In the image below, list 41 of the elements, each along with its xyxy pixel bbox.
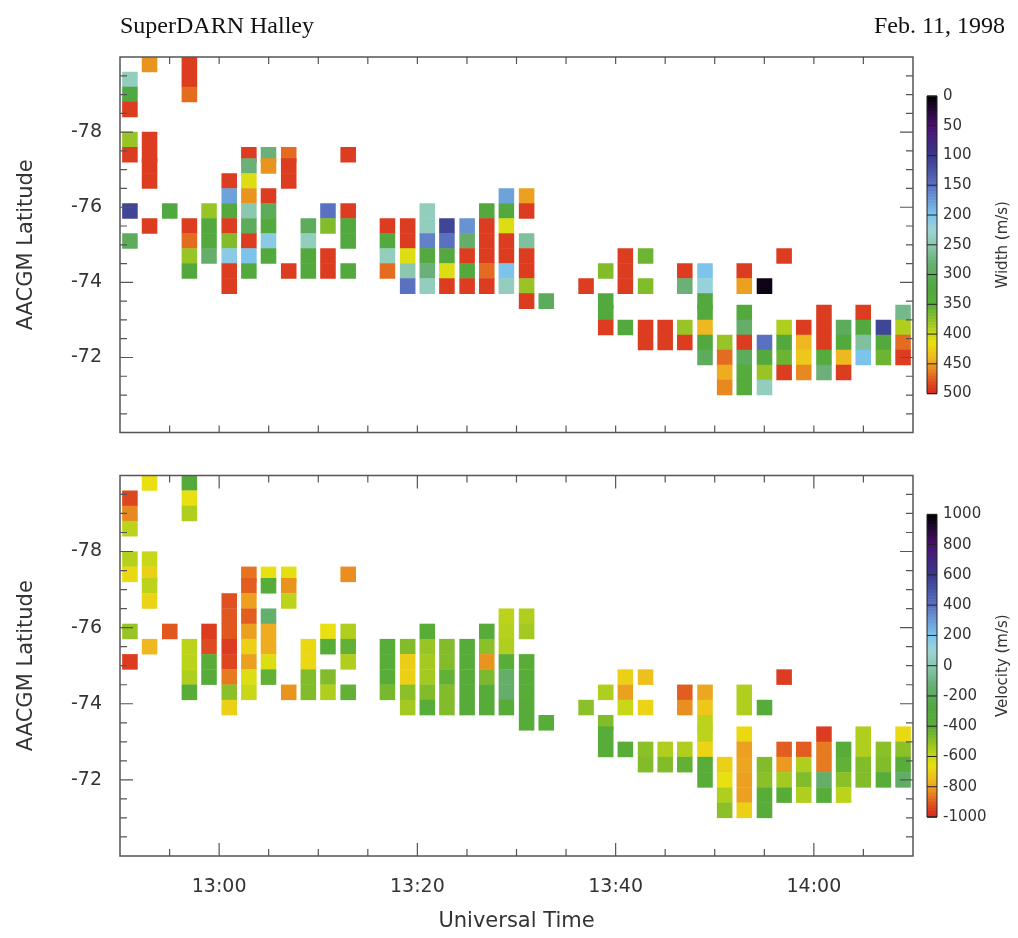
color-bar-title: Velocity (m/s) <box>992 614 1011 718</box>
color-bar-label: -200 <box>943 685 978 704</box>
color-bar-label: -600 <box>943 746 978 765</box>
color-bar-label: 0 <box>943 85 953 104</box>
color-bar-label: 450 <box>943 353 972 372</box>
color-bar-label: -800 <box>943 776 978 795</box>
color-bar-label: 0 <box>943 655 953 674</box>
y-axis-title: AACGM Latitude <box>13 580 38 752</box>
color-bar-label: -1000 <box>943 806 987 825</box>
color-bar-label: 150 <box>943 175 972 194</box>
y-tick-label: -72 <box>70 344 102 367</box>
text: Feb. 11, 1998 <box>873 12 1005 38</box>
color-bar-label: 500 <box>943 383 972 402</box>
color-bar-label: 300 <box>943 264 972 283</box>
color-bar-label: 400 <box>943 595 972 614</box>
y-tick-label: -72 <box>70 766 102 789</box>
chart-title: SuperDARN Halley <box>120 12 314 38</box>
y-tick-label: -76 <box>70 614 102 637</box>
color-bar-label: -400 <box>943 716 978 735</box>
color-bar-label: 50 <box>943 115 963 134</box>
y-tick-label: -74 <box>70 690 102 713</box>
color-bar-label: 100 <box>943 145 972 164</box>
x-tick-label: 13:20 <box>389 874 445 897</box>
color-bar-label: 200 <box>943 625 972 644</box>
color-bar-label: 200 <box>943 204 972 223</box>
y-tick-label: -78 <box>70 119 102 142</box>
x-tick-label: 13:00 <box>191 874 247 897</box>
color-bar-label: 600 <box>943 564 972 583</box>
color-bar-label: 250 <box>943 234 972 253</box>
color-bar-label: 1000 <box>943 504 982 523</box>
x-tick-label: 14:00 <box>786 874 842 897</box>
y-axis-title: AACGM Latitude <box>13 159 38 331</box>
y-tick-label: -76 <box>70 194 102 217</box>
x-tick-label: 13:40 <box>588 874 644 897</box>
color-bar-label: 800 <box>943 534 972 553</box>
x-axis-title: Universal Time <box>438 907 595 932</box>
color-bar-label: 350 <box>943 294 972 313</box>
y-tick-label: -74 <box>70 269 102 292</box>
y-tick-label: -78 <box>70 538 102 561</box>
color-bar-label: 400 <box>943 323 972 342</box>
color-bar-title: Width (m/s) <box>992 201 1011 289</box>
